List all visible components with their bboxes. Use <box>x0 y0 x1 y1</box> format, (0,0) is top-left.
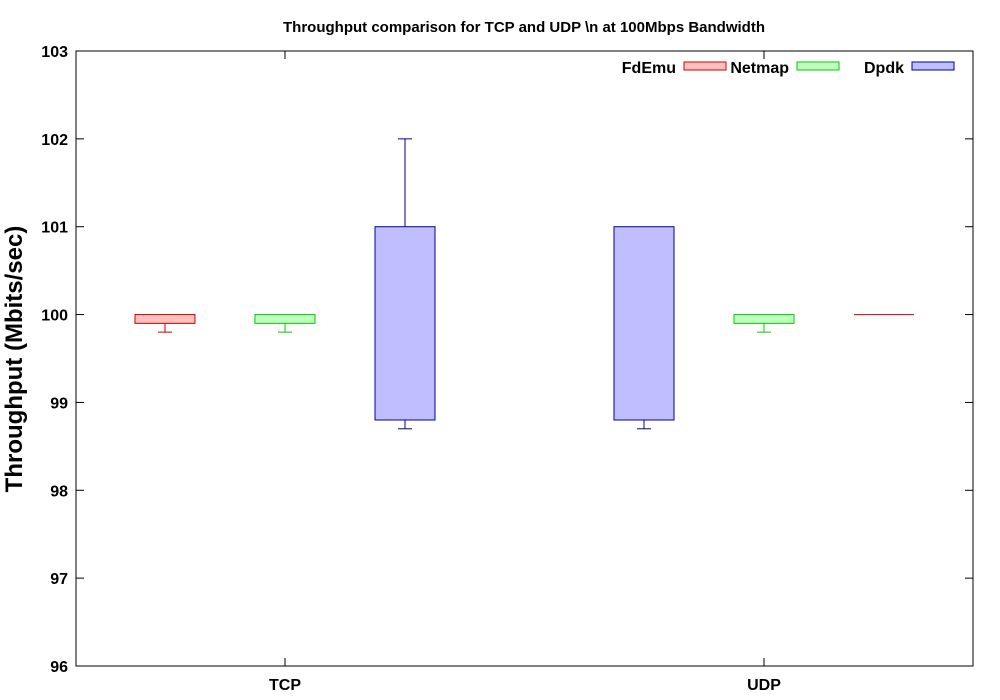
y-axis-label: Throughput (Mbits/sec) <box>1 226 28 493</box>
legend: FdEmu Netmap Dpdk <box>622 60 955 77</box>
box-netmap-udp <box>733 314 795 333</box>
box-netmap-tcp <box>254 314 316 333</box>
y-tick-label: 97 <box>50 571 68 588</box>
box-dpdk-udp <box>613 226 675 430</box>
box-body <box>733 314 795 324</box>
x-tick-label: UDP <box>747 677 781 694</box>
legend-label-netmap: Netmap <box>730 60 789 77</box>
y-tick-label: 101 <box>41 220 68 237</box>
chart-title: Throughput comparison for TCP and UDP \n… <box>283 19 765 36</box>
box-body <box>374 226 436 421</box>
y-tick-label: 98 <box>50 483 68 500</box>
box-dpdk-tcp <box>374 138 436 430</box>
legend-label-dpdk: Dpdk <box>864 60 904 77</box>
plot-frame <box>75 50 974 667</box>
legend-swatch-netmap <box>796 61 840 71</box>
x-tick-label: TCP <box>269 677 301 694</box>
box-body <box>254 314 316 324</box>
box-fdemu-tcp <box>134 314 196 333</box>
y-tick-label: 96 <box>50 659 68 676</box>
legend-label-fdemu: FdEmu <box>622 60 676 77</box>
plot-area: 96 97 98 99 100 101 102 103 TCP UDP <box>41 44 974 694</box>
y-tick-label: 102 <box>41 132 68 149</box>
y-tick-label: 100 <box>41 308 68 325</box>
box-body <box>134 314 196 324</box>
y-tick-label: 103 <box>41 44 68 61</box>
legend-swatch-dpdk <box>911 61 955 71</box>
legend-swatch-fdemu <box>683 61 727 71</box>
y-tick-label: 99 <box>50 395 68 412</box>
box-body <box>613 226 675 421</box>
